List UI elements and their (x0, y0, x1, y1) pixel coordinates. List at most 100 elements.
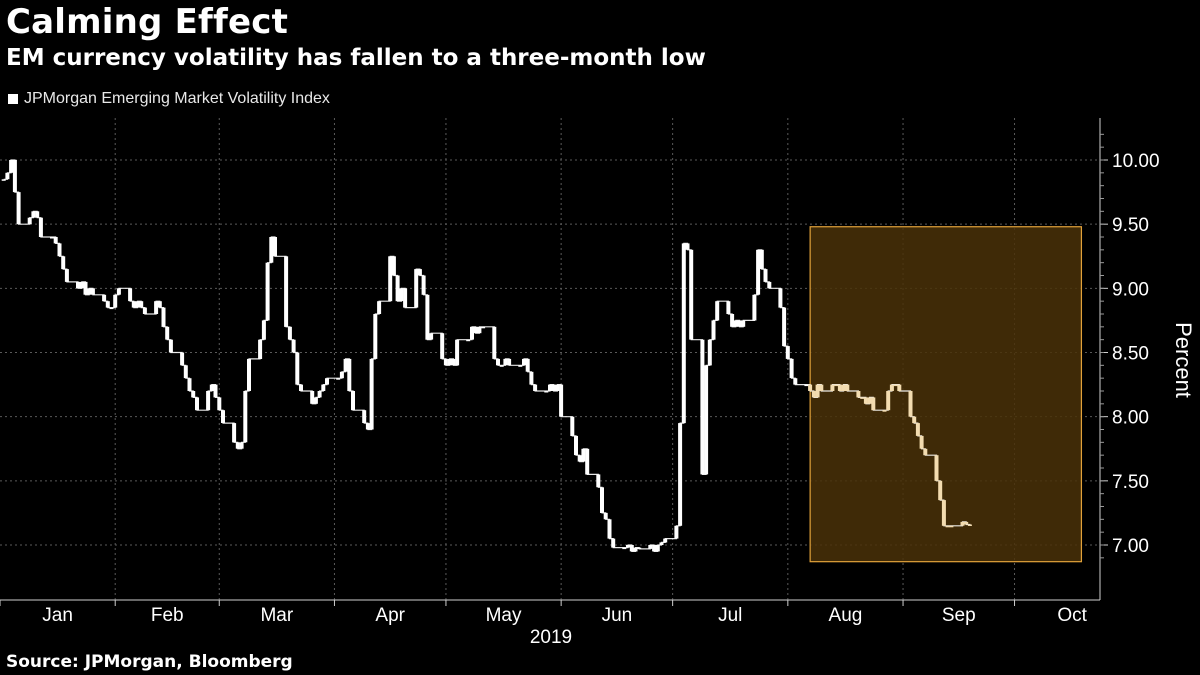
series-layer (1, 159, 972, 552)
data-point (544, 391, 549, 393)
x-tick-label: Sep (942, 605, 976, 626)
data-point (529, 371, 534, 385)
data-point (477, 326, 482, 334)
data-point (209, 384, 214, 391)
data-point (871, 397, 876, 411)
data-point (232, 423, 237, 443)
data-point (923, 448, 928, 456)
data-point (57, 243, 62, 257)
data-point (481, 326, 486, 329)
data-point (50, 237, 54, 239)
data-point (76, 281, 80, 289)
data-point (945, 525, 950, 528)
data-point (388, 256, 393, 302)
data-point (882, 410, 887, 412)
data-point (581, 448, 586, 462)
data-point (574, 435, 578, 456)
data-point (834, 384, 839, 387)
data-point (603, 512, 608, 520)
data-point (165, 326, 170, 340)
data-point (35, 211, 40, 218)
x-tick-label: Apr (375, 605, 405, 626)
data-point (287, 326, 292, 340)
data-point (113, 294, 118, 308)
data-point (837, 384, 842, 391)
chart-subtitle: EM currency volatility has fallen to a t… (6, 45, 706, 71)
data-point (674, 525, 679, 539)
data-point (704, 365, 709, 475)
data-point (681, 243, 686, 424)
data-point (811, 391, 816, 398)
data-point (187, 378, 192, 391)
data-point (168, 339, 173, 353)
data-point (142, 307, 147, 314)
data-point (131, 301, 136, 308)
data-point (637, 547, 642, 550)
data-point (919, 435, 924, 449)
data-point (600, 487, 604, 513)
data-point (365, 423, 370, 430)
data-point (466, 339, 471, 342)
data-point (585, 448, 590, 475)
data-point (161, 307, 166, 327)
data-point (440, 333, 445, 359)
x-axis-title: 2019 (530, 627, 572, 648)
data-point (180, 352, 185, 366)
data-point (938, 480, 943, 501)
x-tick-label: May (486, 605, 522, 626)
y-axis-title: Percent (1171, 322, 1196, 398)
data-point (525, 358, 530, 372)
y-tick-label: 8.00 (1112, 408, 1149, 429)
data-point (473, 326, 478, 334)
data-point (763, 269, 768, 282)
y-tick-label: 10.00 (1112, 151, 1160, 172)
data-point (336, 378, 341, 380)
data-point (183, 365, 188, 379)
data-point (707, 339, 712, 366)
x-tick-label: Oct (1057, 605, 1087, 626)
data-point (967, 524, 972, 526)
data-point (399, 288, 404, 302)
data-point (860, 397, 865, 399)
data-point (841, 384, 846, 391)
data-point (154, 301, 159, 314)
data-point (685, 243, 690, 250)
legend-swatch (8, 94, 18, 104)
data-point (128, 288, 133, 302)
data-point (247, 358, 251, 391)
data-point (12, 160, 17, 193)
data-point (726, 301, 731, 314)
data-point (499, 365, 504, 367)
data-point (767, 281, 772, 289)
data-point (157, 301, 162, 308)
data-point (949, 525, 954, 528)
data-point (83, 281, 88, 295)
data-point (782, 307, 787, 347)
data-point (317, 391, 322, 398)
data-point (470, 326, 474, 340)
data-point (321, 384, 326, 391)
data-point (934, 455, 939, 481)
data-point (577, 455, 582, 462)
data-point (258, 339, 263, 359)
data-point (759, 249, 764, 270)
x-tick-label: Jan (42, 605, 73, 626)
data-point (622, 547, 627, 550)
x-tick-label: Feb (151, 605, 184, 626)
data-point (377, 301, 382, 314)
data-point (339, 371, 344, 379)
data-point (105, 301, 110, 308)
data-point (414, 269, 419, 308)
data-point (733, 320, 738, 327)
data-point (425, 294, 430, 340)
data-point (659, 542, 664, 545)
data-point (351, 391, 355, 411)
data-point (912, 416, 917, 424)
y-tick-label: 9.00 (1112, 279, 1149, 300)
data-point (116, 288, 121, 295)
data-point (886, 391, 891, 411)
data-point (109, 307, 114, 310)
data-point (492, 326, 497, 359)
data-point (960, 521, 965, 526)
